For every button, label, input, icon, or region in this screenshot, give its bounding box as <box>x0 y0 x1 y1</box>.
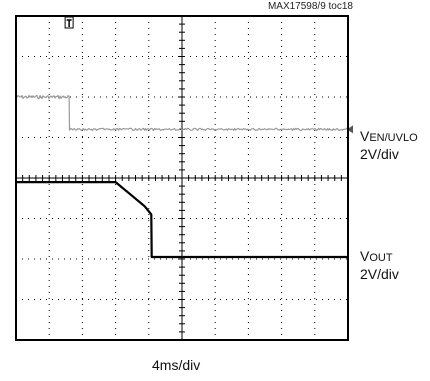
trace-layer <box>15 94 348 259</box>
channel-arrow-icon <box>347 125 353 134</box>
trace-out <box>16 181 348 259</box>
x-scale-label: 4ms/div <box>152 357 201 373</box>
ven-uvlo-scale: 2V/div <box>360 146 399 162</box>
ven-uvlo-label-main: V <box>360 128 370 144</box>
trace-en-uvlo <box>15 94 348 132</box>
marker-layer <box>64 16 353 134</box>
plot-frame <box>15 15 349 341</box>
ven-uvlo-label-sub: EN/UVLO <box>369 132 418 144</box>
grid <box>15 15 349 341</box>
figure-tag: MAX17598/9 toc18 <box>267 1 353 12</box>
vout-scale: 2V/div <box>360 266 399 282</box>
vout-label: VOUT 2V/div <box>360 248 399 282</box>
vout-label-sub: OUT <box>369 252 393 264</box>
vout-label-main: V <box>360 248 370 264</box>
ven-uvlo-label: VEN/UVLO 2V/div <box>360 128 418 162</box>
